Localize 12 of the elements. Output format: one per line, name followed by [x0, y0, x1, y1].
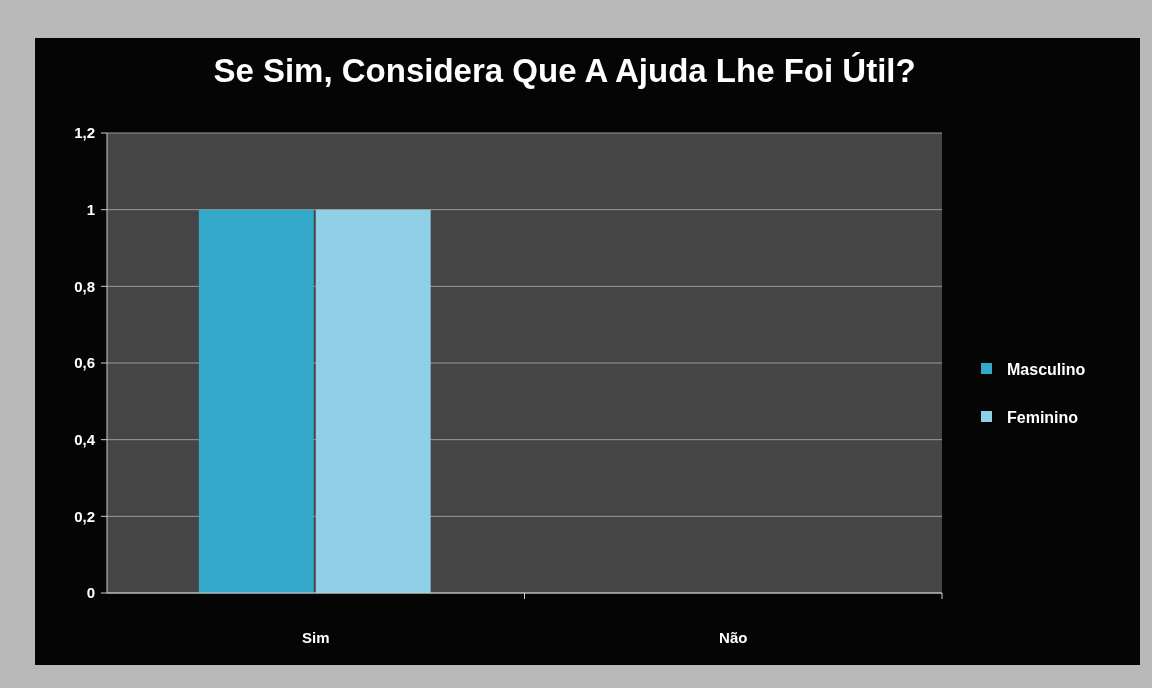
- y-tick-label: 1: [86, 200, 95, 218]
- chart-title: Se Sim, Considera Que A Ajuda Lhe Foi Útil?: [213, 52, 916, 89]
- x-tick-label: Não: [719, 629, 748, 646]
- y-tick-label: 0,4: [74, 430, 96, 448]
- y-tick-label: 0,6: [74, 354, 95, 372]
- y-tick-label: 1,2: [74, 124, 95, 142]
- y-tick-label: 0,8: [74, 277, 95, 295]
- legend-label: Feminino: [1007, 408, 1079, 426]
- legend-label: Masculino: [1007, 360, 1086, 378]
- y-tick-label: 0,2: [74, 507, 95, 525]
- y-tick-label: 0: [86, 584, 95, 602]
- x-tick-label: Sim: [301, 629, 330, 646]
